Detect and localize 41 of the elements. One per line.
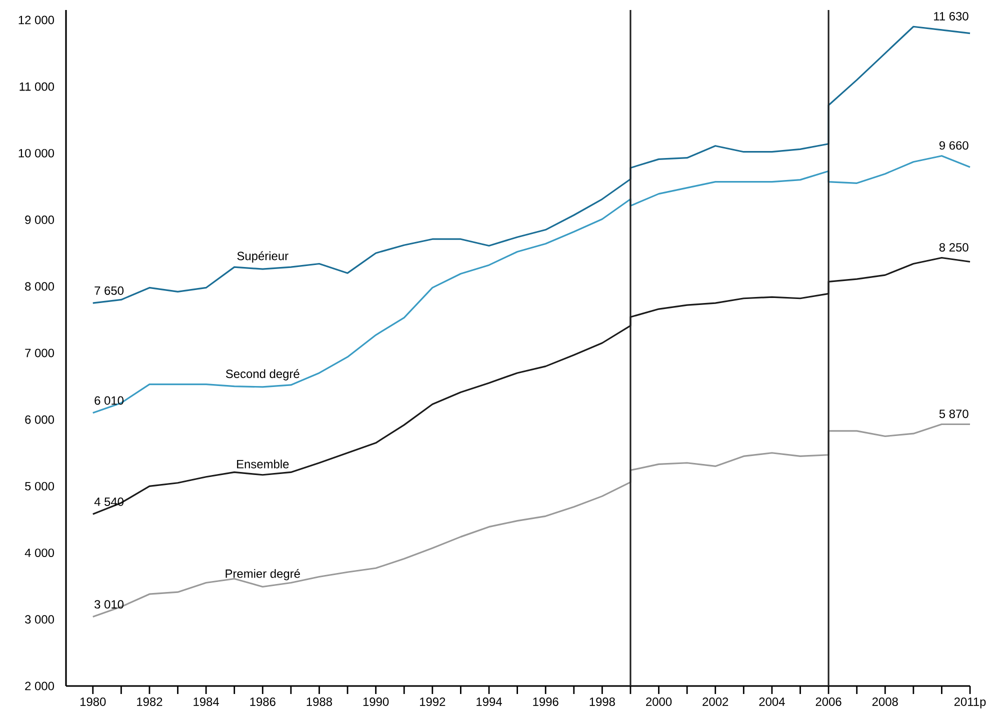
y-tick-label: 10 000: [18, 148, 54, 158]
x-tick-label: 2011p: [954, 698, 986, 708]
series-label: Second degré: [226, 369, 300, 380]
x-tick-label: 2000: [646, 698, 672, 706]
y-tick-label: 4 000: [24, 548, 54, 558]
x-tick-label: 1994: [476, 698, 502, 706]
series-label: Supérieur: [237, 251, 288, 263]
y-tick-label: 2 000: [25, 682, 54, 690]
annotation: 3 010: [94, 600, 124, 609]
y-tick-label: 5 000: [25, 482, 54, 490]
x-tick-label: 2004: [759, 698, 785, 706]
y-tick-label: 6 000: [25, 415, 54, 424]
x-tick-label: 1998: [590, 698, 615, 706]
annotation: 9 660: [939, 141, 968, 150]
y-tick-label: 9 000: [25, 216, 54, 224]
x-tick-label: 1980: [80, 698, 106, 706]
x-tick-label: 1984: [194, 698, 219, 706]
y-tick-label: 8 000: [25, 282, 54, 291]
x-tick-label: 2006: [816, 698, 842, 706]
y-tick-label: 12 000: [18, 16, 54, 24]
y-tick-label: 7 000: [25, 348, 54, 358]
x-tick-label: 1992: [420, 698, 446, 706]
y-tick-label: 11 000: [20, 82, 54, 91]
x-tick-label: 1988: [306, 698, 332, 706]
annotation: 7 650: [94, 286, 124, 295]
annotation: 4 540: [94, 498, 124, 506]
x-tick-label: 1990: [363, 698, 389, 706]
x-tick-label: 2008: [872, 698, 898, 706]
line-series: [92, 423, 971, 618]
annotation: 6 010: [94, 396, 124, 405]
series-label: Ensemble: [237, 460, 289, 468]
annotation: 8 250: [939, 243, 968, 252]
x-tick-label: 2002: [702, 698, 728, 706]
y-tick-label: 3 000: [25, 615, 54, 624]
annotation: 11 630: [934, 12, 968, 20]
x-tick-label: 1982: [137, 698, 162, 706]
x-tick-label: 1986: [250, 698, 276, 706]
x-tick-label: 1996: [533, 698, 558, 706]
line-series: [92, 26, 971, 304]
series-label: Premier degré: [226, 568, 300, 580]
annotation: 5 870: [939, 410, 968, 418]
